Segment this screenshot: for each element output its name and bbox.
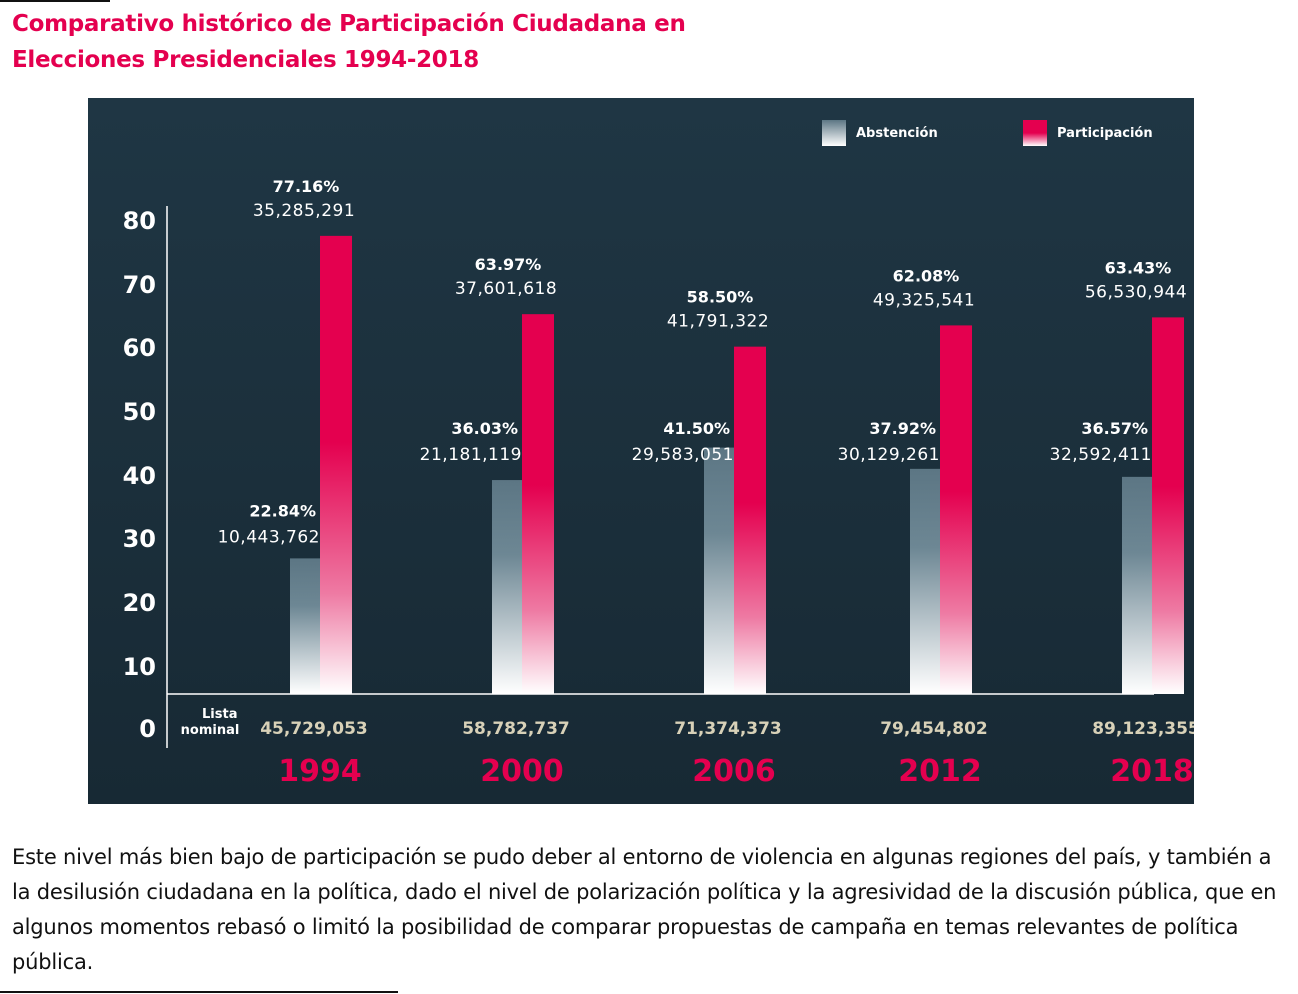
label-participacion-pct: 63.43% [1105,258,1172,277]
bar-participacion [1152,317,1184,694]
bar-abstencion [1122,476,1154,694]
bottom-rule [0,991,398,993]
y-tick-label: 10 [123,653,156,681]
label-abstencion-count: 21,181,119 [420,445,522,465]
label-abstencion-pct: 36.03% [451,419,518,438]
label-participacion-count: 41,791,322 [667,312,769,332]
y-tick-label: 0 [139,715,156,743]
legend-label-participacion: Participación [1057,126,1153,141]
legend: Abstención Participación [822,120,1153,146]
category-year-label: 2006 [692,754,776,789]
top-rule [0,0,110,2]
label-participacion-count: 49,325,541 [873,290,975,310]
y-axis-ticks: 80 70 60 50 40 30 20 10 0 [123,207,156,743]
lista-nominal-value: 45,729,053 [260,719,368,739]
legend-swatch-abstencion [822,120,846,146]
chart-title: Comparativo histórico de Participación C… [12,11,686,73]
label-participacion-pct: 77.16% [273,177,340,196]
y-tick-label: 30 [123,525,156,553]
legend-label-abstencion: Abstención [856,126,938,141]
category-year-label: 1994 [278,754,362,789]
y-tick-label: 40 [123,462,156,490]
bar-abstencion [704,447,736,694]
label-participacion-count: 35,285,291 [253,201,355,221]
bar-abstencion [910,468,942,694]
chart-panel: Abstención Participación 80 70 60 50 40 30 20 1… [88,98,1194,804]
legend-swatch-participacion [1023,120,1047,146]
label-participacion-pct: 63.97% [475,255,542,274]
label-abstencion-count: 10,443,762 [218,527,320,547]
bar-participacion [320,235,352,695]
y-tick-label: 60 [123,334,156,362]
category-year-label: 2000 [480,754,564,789]
bar-abstencion [290,558,322,694]
bar-chart: Abstención Participación 807060504030201… [123,120,1194,789]
bar-participacion [522,314,554,694]
category-labels: 45,729,053 1994 58,782,737 2000 71,374,373 20… [260,719,1194,789]
bar-participacion [734,346,766,694]
lista-nominal-label: Lista nominal [181,707,242,738]
y-tick-label: 50 [123,398,156,426]
y-tick-label: 70 [123,271,156,299]
label-abstencion-pct: 41.50% [663,419,730,438]
bar-participacion [940,325,972,694]
bars [290,235,1184,695]
label-abstencion-pct: 22.84% [249,501,316,520]
bar-abstencion [492,480,524,694]
y-tick-label: 80 [123,207,156,235]
label-participacion-pct: 58.50% [687,288,754,307]
label-participacion-count: 56,530,944 [1085,282,1187,302]
label-participacion-count: 37,601,618 [455,279,557,299]
label-abstencion-count: 32,592,411 [1050,445,1152,465]
data-labels: 77.16% 35,285,291 22.84% 10,443,762 63.97% 37… [218,177,1187,548]
label-abstencion-pct: 36.57% [1081,419,1148,438]
lista-nominal-value: 58,782,737 [462,719,570,739]
body-paragraph: Este nivel más bien bajo de participació… [12,845,1277,974]
y-tick-label: 20 [123,589,156,617]
lista-nominal-value: 79,454,802 [880,719,988,739]
category-year-label: 2018 [1110,754,1194,789]
label-abstencion-count: 29,583,051 [632,445,734,465]
label-abstencion-count: 30,129,261 [838,445,940,465]
category-year-label: 2012 [898,754,982,789]
label-abstencion-pct: 37.92% [869,419,936,438]
lista-nominal-value: 71,374,373 [674,719,782,739]
lista-nominal-value: 89,123,355 [1092,719,1194,739]
label-participacion-pct: 62.08% [893,266,960,285]
